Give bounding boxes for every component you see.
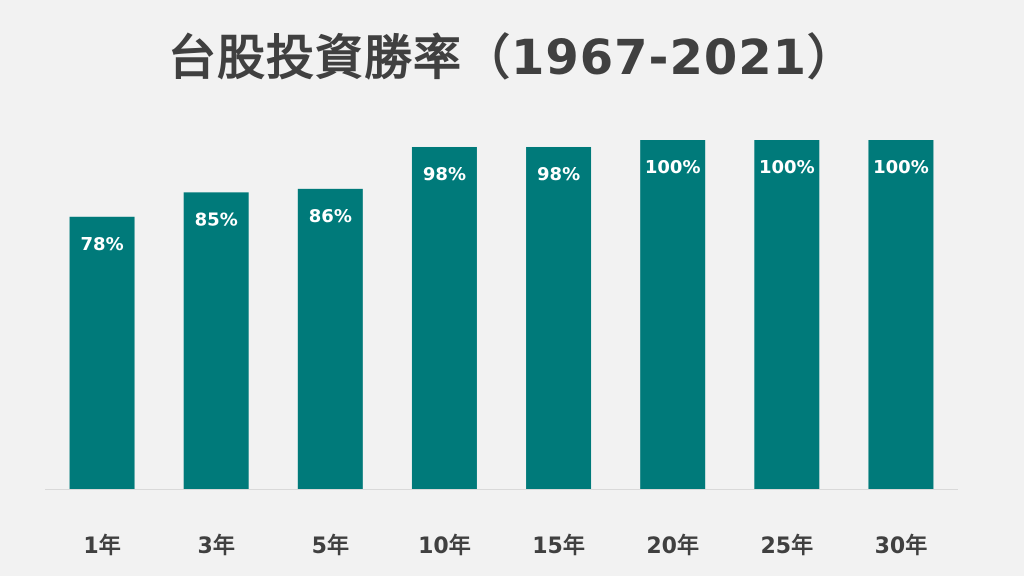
bar-5 — [640, 140, 706, 489]
bar-7 — [868, 140, 934, 489]
chart-title: 台股投資勝率（1967-2021） — [167, 30, 857, 86]
x-tick-label-0: 1年 — [83, 533, 120, 559]
bars-group — [69, 140, 934, 490]
bar-4 — [526, 146, 592, 490]
bar-1 — [183, 192, 249, 489]
data-label-7: 100% — [873, 157, 929, 178]
x-tick-label-7: 30年 — [875, 533, 928, 559]
x-tick-label-5: 20年 — [646, 533, 699, 559]
data-labels-group: 78% 85% 86% 98% 98% 100% 100% 100% — [81, 157, 929, 255]
x-tick-label-4: 15年 — [532, 533, 585, 559]
data-label-3: 98% — [423, 164, 466, 185]
bar-2 — [297, 188, 363, 490]
data-label-4: 98% — [537, 164, 580, 185]
data-label-1: 85% — [195, 209, 238, 230]
data-label-5: 100% — [645, 157, 701, 178]
data-label-6: 100% — [759, 157, 815, 178]
x-tick-label-3: 10年 — [418, 533, 471, 559]
bar-6 — [754, 140, 820, 489]
bar-0 — [69, 216, 135, 489]
x-tick-label-1: 3年 — [198, 533, 235, 559]
bar-3 — [411, 146, 477, 490]
x-tick-labels-group: 1年 3年 5年 10年 15年 20年 25年 30年 — [83, 533, 927, 559]
x-tick-label-6: 25年 — [761, 533, 814, 559]
x-tick-label-2: 5年 — [312, 533, 349, 559]
data-label-0: 78% — [81, 234, 124, 255]
data-label-2: 86% — [309, 206, 352, 227]
